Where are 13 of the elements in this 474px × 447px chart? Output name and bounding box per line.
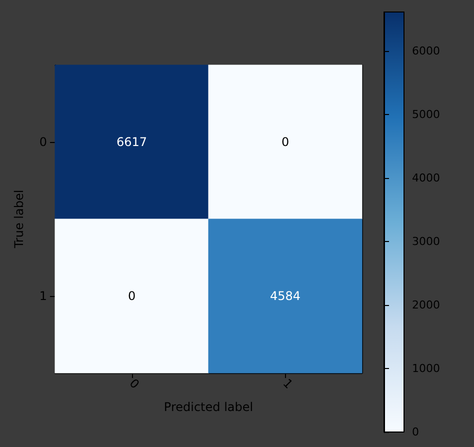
color-bar-label: 3000	[412, 235, 440, 248]
y-axis-title: True label	[12, 190, 26, 250]
data-label: 4584	[270, 289, 301, 303]
x-axis-title: Predicted label	[164, 400, 254, 414]
color-bar-label: 0	[412, 426, 419, 438]
color-bar-label: 2000	[412, 298, 440, 312]
data-label: 6617	[116, 135, 148, 149]
color-bar-label: 5000	[412, 108, 440, 122]
data-label: 0	[128, 289, 136, 303]
color-bar-label: 4000	[412, 172, 440, 185]
color-bar-label: 6000	[412, 44, 440, 58]
color-bar-label: 1000	[412, 362, 440, 376]
data-label: 0	[281, 135, 290, 149]
